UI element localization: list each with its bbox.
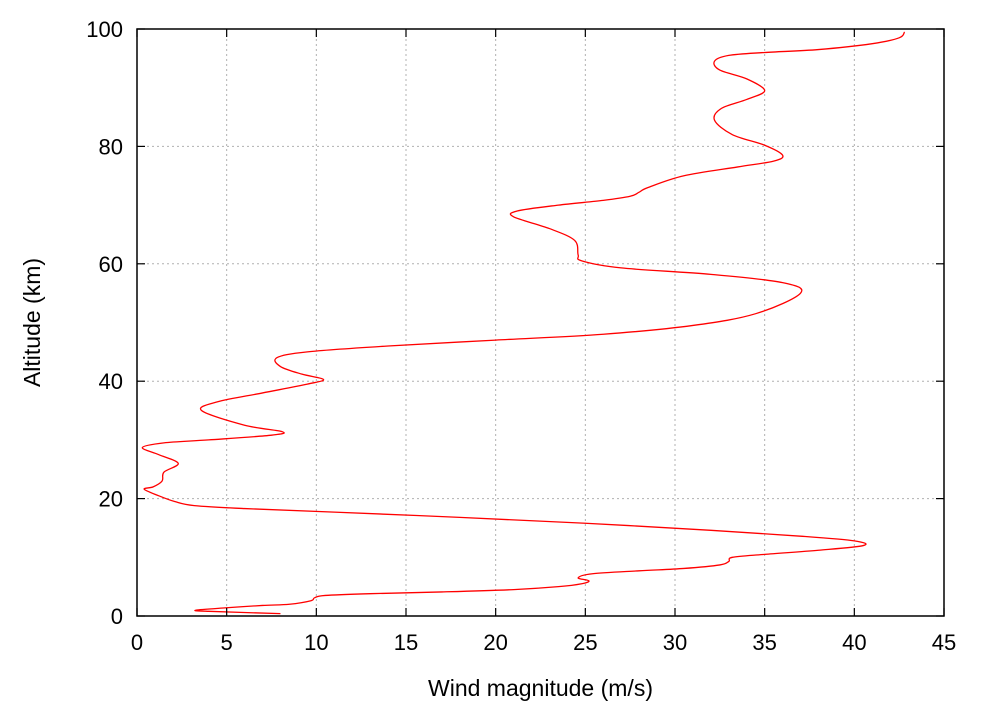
tick-labels: 0 5 10 15 20 25 30 35 40 45 0 20 40 60 80 100 [86, 17, 956, 655]
x-tick-label: 30 [663, 630, 687, 655]
y-axis-label: Altitude (km) [19, 258, 45, 387]
x-tick-label: 20 [483, 630, 507, 655]
wind-profile-line [141, 31, 906, 615]
ticks [136, 28, 945, 617]
x-tick-label: 40 [842, 630, 866, 655]
x-tick-label: 10 [304, 630, 328, 655]
y-tick-label: 80 [99, 134, 123, 159]
x-tick-label: 15 [394, 630, 418, 655]
x-axis-label: Wind magnitude (m/s) [428, 675, 653, 701]
x-tick-label: 25 [573, 630, 597, 655]
series-layer [141, 31, 906, 615]
y-tick-label: 0 [111, 604, 123, 629]
grid [137, 29, 944, 616]
x-tick-label: 35 [752, 630, 776, 655]
x-tick-label: 45 [932, 630, 956, 655]
x-tick-label: 0 [131, 630, 143, 655]
y-tick-label: 60 [99, 252, 123, 277]
plot-frame [136, 28, 945, 617]
y-tick-label: 20 [99, 487, 123, 512]
y-tick-label: 100 [86, 17, 123, 42]
y-tick-label: 40 [99, 369, 123, 394]
x-tick-label: 5 [221, 630, 233, 655]
